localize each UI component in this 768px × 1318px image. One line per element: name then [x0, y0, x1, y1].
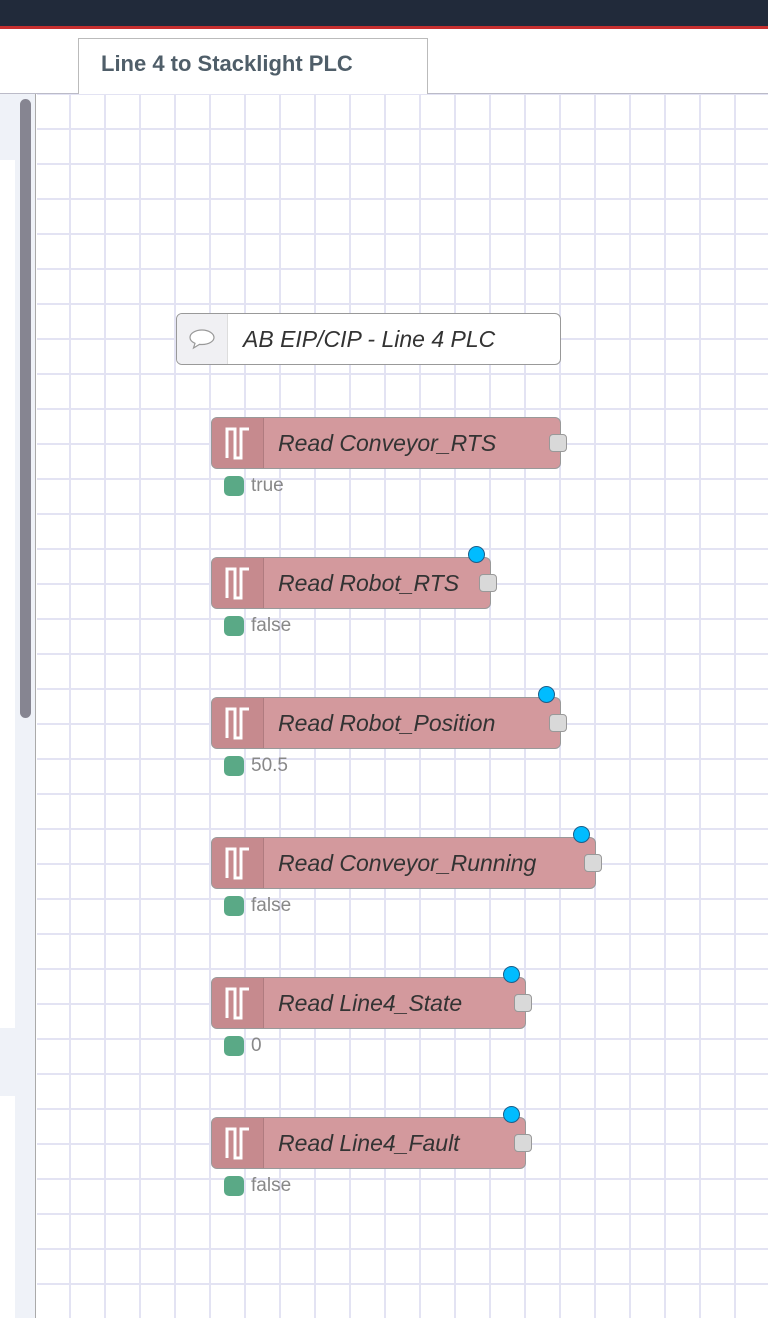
changed-indicator-icon: [468, 546, 485, 563]
node-label: Read Conveyor_Running: [278, 850, 537, 876]
comment-node[interactable]: AB EIP/CIP - Line 4 PLC: [176, 313, 561, 365]
comment-label: AB EIP/CIP - Line 4 PLC: [243, 326, 496, 352]
changed-indicator-icon: [538, 686, 555, 703]
tab-flow[interactable]: Line 4 to Stacklight PLC: [78, 38, 428, 95]
pulse-icon: [212, 418, 264, 468]
node-status: false: [224, 895, 291, 917]
header-bar: [0, 0, 768, 29]
output-port[interactable]: [514, 994, 532, 1012]
changed-indicator-icon: [503, 966, 520, 983]
inject-node[interactable]: Read Robot_RTS: [211, 546, 497, 609]
status-text: false: [251, 1175, 292, 1196]
comment-icon: [177, 314, 228, 364]
node-label: Read Line4_Fault: [278, 1130, 460, 1156]
pulse-icon: [212, 978, 264, 1028]
node-label: Read Robot_Position: [278, 710, 496, 736]
node-label: Read Robot_RTS: [278, 570, 460, 596]
output-port[interactable]: [584, 854, 602, 872]
pulse-icon: [212, 558, 264, 608]
inject-node[interactable]: Read Line4_State: [211, 966, 532, 1029]
palette-section: [0, 160, 15, 1028]
inject-node[interactable]: Read Robot_Position: [211, 686, 567, 749]
status-dot-icon: [224, 756, 244, 776]
status-text: 0: [251, 1035, 262, 1056]
inject-node[interactable]: Read Conveyor_RTS: [211, 417, 567, 469]
status-dot-icon: [224, 1176, 244, 1196]
status-dot-icon: [224, 616, 244, 636]
node-status: 0: [224, 1035, 262, 1057]
node-status: 50.5: [224, 755, 288, 777]
status-dot-icon: [224, 476, 244, 496]
changed-indicator-icon: [573, 826, 590, 843]
node-status: false: [224, 1175, 291, 1197]
node-status: true: [224, 475, 284, 497]
output-port[interactable]: [549, 714, 567, 732]
pulse-icon: [212, 1118, 264, 1168]
pulse-icon: [212, 838, 264, 888]
palette-section: [0, 1096, 15, 1318]
inject-node[interactable]: Read Conveyor_Running: [211, 826, 602, 889]
status-dot-icon: [224, 1036, 244, 1056]
palette-scrollbar[interactable]: [20, 99, 31, 718]
changed-indicator-icon: [503, 1106, 520, 1123]
status-text: 50.5: [251, 755, 288, 776]
inject-node[interactable]: Read Line4_Fault: [211, 1106, 532, 1169]
pulse-icon: [212, 698, 264, 748]
output-port[interactable]: [549, 434, 567, 452]
status-dot-icon: [224, 896, 244, 916]
status-text: true: [251, 475, 284, 496]
node-status: false: [224, 615, 291, 637]
output-port[interactable]: [514, 1134, 532, 1152]
status-text: false: [251, 615, 292, 636]
status-text: false: [251, 895, 292, 916]
node-label: Read Conveyor_RTS: [278, 430, 497, 456]
workspace-tabs: Line 4 to Stacklight PLC: [0, 32, 768, 95]
output-port[interactable]: [479, 574, 497, 592]
node-label: Read Line4_State: [278, 990, 463, 1016]
